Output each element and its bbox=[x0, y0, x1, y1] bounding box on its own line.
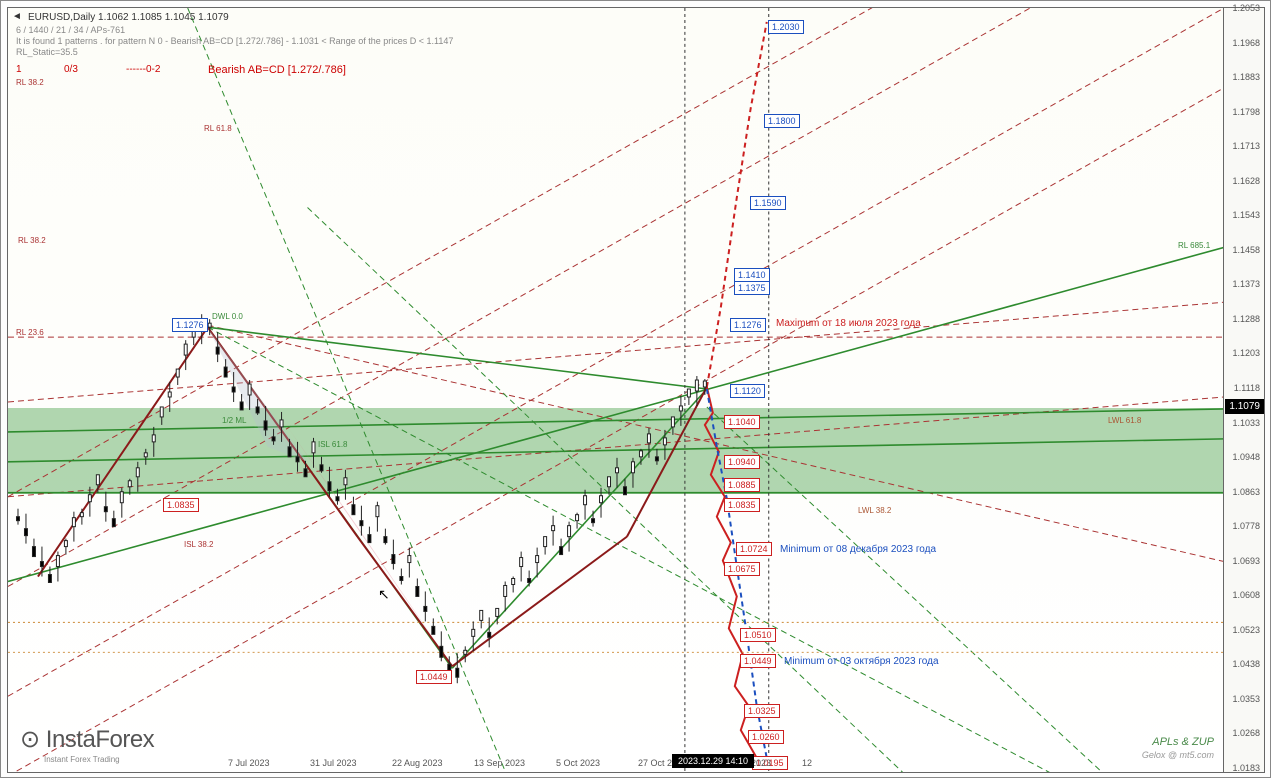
info-line-2: It is found 1 patterns . for pattern N 0… bbox=[16, 36, 453, 46]
price-label: 1.0724 bbox=[736, 542, 772, 556]
logo-subtitle: Instant Forex Trading bbox=[44, 755, 120, 764]
price-tick: 1.0778 bbox=[1232, 521, 1260, 531]
wave-1: 1 bbox=[16, 64, 22, 75]
plot-area[interactable]: ◄ bbox=[7, 7, 1225, 773]
price-scale[interactable]: 1.20531.19681.18831.17981.17131.16281.15… bbox=[1223, 7, 1265, 773]
time-axis-label: 22 Aug 2023 bbox=[392, 758, 443, 768]
timestamp-box: 2023.12.29 14:10 bbox=[672, 754, 754, 768]
price-tick: 1.1288 bbox=[1232, 314, 1260, 324]
chart-title: EURUSD,Daily 1.1062 1.1085 1.1045 1.1079 bbox=[28, 12, 229, 23]
price-tick: 1.1798 bbox=[1232, 107, 1260, 117]
price-label: 1.1276 bbox=[172, 318, 208, 332]
price-label: 1.0449 bbox=[740, 654, 776, 668]
price-label: 1.1800 bbox=[764, 114, 800, 128]
rl-label: LWL 38.2 bbox=[858, 506, 891, 515]
price-label: 1.1276 bbox=[730, 318, 766, 332]
price-tick: 1.1458 bbox=[1232, 245, 1260, 255]
price-label: 1.0885 bbox=[724, 478, 760, 492]
time-axis-label: 31 Jul 2023 bbox=[310, 758, 357, 768]
price-tick: 1.0268 bbox=[1232, 728, 1260, 738]
price-label: 1.0675 bbox=[724, 562, 760, 576]
rl-label: RL 23.6 bbox=[16, 328, 44, 337]
price-label: 1.0260 bbox=[748, 730, 784, 744]
rl-label: RL 38.2 bbox=[18, 236, 46, 245]
annotation-text: Maximum от 18 июля 2023 года bbox=[776, 318, 921, 329]
price-tick: 1.1543 bbox=[1232, 210, 1260, 220]
info-line-3: RL_Static=35.5 bbox=[16, 47, 78, 57]
wave-02: ------0-2 bbox=[126, 64, 160, 75]
rl-label: ISL 38.2 bbox=[184, 540, 214, 549]
price-label: 1.0940 bbox=[724, 455, 760, 469]
price-tick: 1.1033 bbox=[1232, 418, 1260, 428]
price-tick: 1.1118 bbox=[1234, 383, 1260, 393]
trend-lines bbox=[8, 8, 1224, 772]
chart-container: ◄ bbox=[0, 0, 1271, 778]
price-label: 1.1040 bbox=[724, 415, 760, 429]
price-band bbox=[8, 408, 1226, 494]
annotation-text: Minimum от 03 октября 2023 года bbox=[784, 656, 939, 667]
price-tick: 1.0608 bbox=[1232, 590, 1260, 600]
price-label: 1.0449 bbox=[416, 670, 452, 684]
price-label: 1.0835 bbox=[163, 498, 199, 512]
rl-label: RL 61.8 bbox=[204, 124, 232, 133]
price-tick: 1.1968 bbox=[1232, 38, 1260, 48]
rl-label: DWL 0.0 bbox=[212, 312, 243, 321]
rl-label: 1/2 ML bbox=[222, 416, 246, 425]
time-axis-label: 5 Oct 2023 bbox=[556, 758, 600, 768]
rl-label: ISL 61.8 bbox=[318, 440, 348, 449]
price-tick: 1.1713 bbox=[1232, 141, 1260, 151]
rl-label: RL 38.2 bbox=[16, 78, 44, 87]
price-label: 1.0835 bbox=[724, 498, 760, 512]
price-tick: 1.1203 bbox=[1232, 348, 1260, 358]
arrow-icon: ◄ bbox=[12, 11, 22, 22]
apls-label: APLs & ZUP bbox=[1152, 736, 1214, 748]
rl-label: RL 685.1 bbox=[1178, 241, 1210, 250]
price-tick: 1.0863 bbox=[1232, 487, 1260, 497]
info-line-1: 6 / 1440 / 21 / 34 / APs-761 bbox=[16, 25, 125, 35]
wave-03: 0/3 bbox=[64, 64, 78, 75]
price-label: 1.1410 bbox=[734, 268, 770, 282]
time-axis-label: 12 bbox=[802, 758, 812, 768]
price-label: 1.0510 bbox=[740, 628, 776, 642]
price-tick: 1.1628 bbox=[1232, 176, 1260, 186]
cursor-icon: ↖ bbox=[378, 586, 390, 603]
annotation-text: Minimum от 08 декабря 2023 года bbox=[780, 544, 936, 555]
price-tick: 1.0948 bbox=[1232, 452, 1260, 462]
price-tick: 1.1883 bbox=[1232, 72, 1260, 82]
price-label: 1.1375 bbox=[734, 281, 770, 295]
price-tick: 1.0183 bbox=[1232, 763, 1260, 773]
current-price-marker: 1.1079 bbox=[1225, 399, 1264, 414]
price-label: 1.0325 bbox=[744, 704, 780, 718]
time-axis-label: 7 Jul 2023 bbox=[228, 758, 270, 768]
price-tick: 1.0693 bbox=[1232, 556, 1260, 566]
pattern-name: Bearish AB=CD [1.272/.786] bbox=[208, 64, 346, 76]
time-axis-label: 13 Sep 2023 bbox=[474, 758, 525, 768]
price-tick: 1.0523 bbox=[1232, 625, 1260, 635]
price-label: 1.1590 bbox=[750, 196, 786, 210]
price-tick: 1.1373 bbox=[1232, 279, 1260, 289]
apls-author: Gelox @ mt5.com bbox=[1142, 750, 1214, 760]
price-label: 1.1120 bbox=[730, 384, 765, 398]
logo: ⊙ InstaForex bbox=[20, 725, 154, 754]
price-label: 1.2030 bbox=[768, 20, 804, 34]
price-tick: 1.0353 bbox=[1232, 694, 1260, 704]
price-tick: 1.2053 bbox=[1232, 3, 1260, 13]
price-tick: 1.0438 bbox=[1232, 659, 1260, 669]
rl-label: LWL 61.8 bbox=[1108, 416, 1141, 425]
